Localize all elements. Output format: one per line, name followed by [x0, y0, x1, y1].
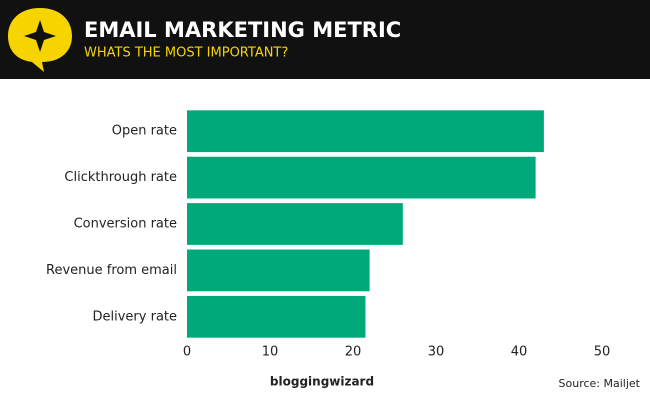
logo-icon — [8, 8, 72, 72]
y-tick-label: Open rate — [112, 124, 177, 139]
bar — [187, 203, 403, 245]
y-tick-label: Conversion rate — [74, 217, 177, 232]
x-tick-label: 40 — [511, 345, 528, 360]
bar — [187, 156, 536, 199]
x-tick-label: 30 — [428, 345, 445, 360]
source: Source: Mailjet — [559, 377, 641, 390]
x-tick-label: 0 — [183, 345, 191, 360]
bar — [187, 249, 370, 292]
header-band — [0, 0, 650, 79]
bar — [187, 295, 366, 338]
chart-subtitle: WHATS THE MOST IMPORTANT? — [84, 46, 288, 61]
y-tick-label: Delivery rate — [93, 309, 178, 324]
y-tick-label: Clickthrough rate — [64, 170, 177, 185]
bar — [187, 110, 544, 153]
brand: bloggingwizard — [270, 375, 374, 389]
chart-title: EMAIL MARKETING METRIC — [84, 18, 401, 42]
y-tick-label: Revenue from email — [46, 263, 177, 278]
x-tick-label: 10 — [262, 345, 279, 360]
x-tick-label: 20 — [345, 345, 362, 360]
x-tick-label: 50 — [594, 345, 611, 360]
